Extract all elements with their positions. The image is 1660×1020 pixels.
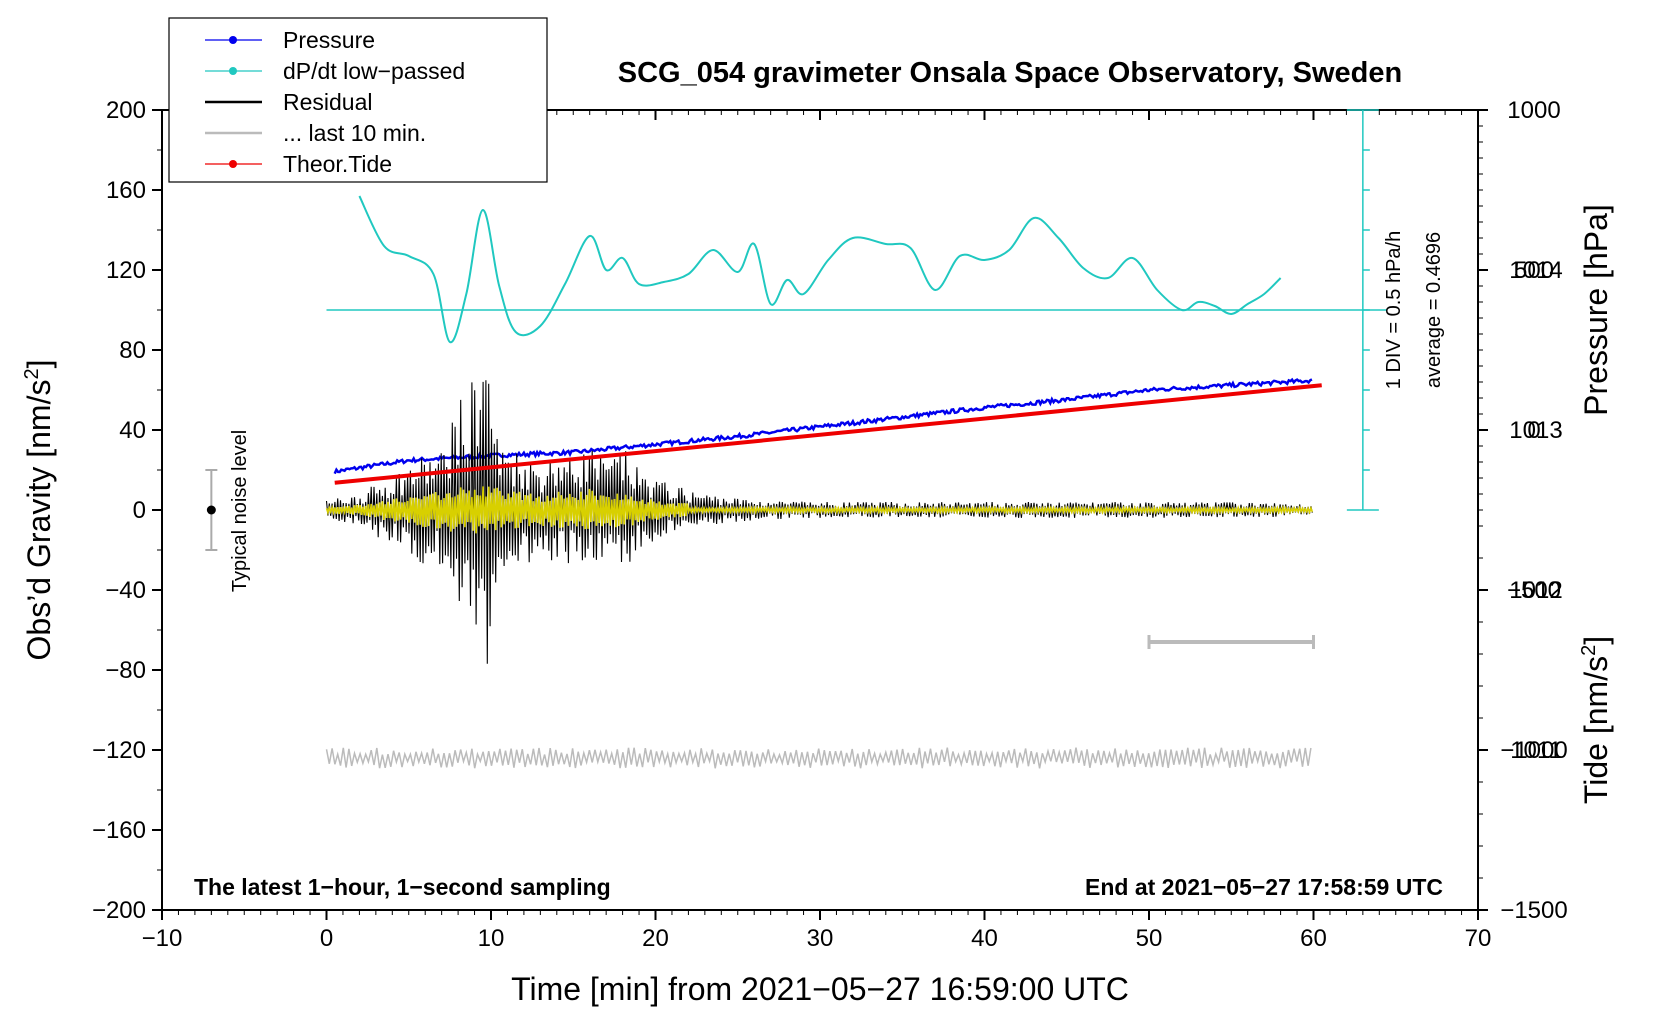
legend-marker bbox=[229, 36, 237, 44]
pressure-series bbox=[333, 377, 1313, 475]
y-tick-label: 0 bbox=[133, 497, 146, 524]
end-time-note: End at 2021−05−27 17:58:59 UTC bbox=[1085, 874, 1443, 900]
tide-tick-label: 0 bbox=[1527, 417, 1540, 444]
y-axis-label-tide: Tide [nm/s2] bbox=[1578, 636, 1614, 804]
tide-label-sup: 2 bbox=[1578, 645, 1600, 656]
dpdt-series bbox=[358, 195, 1282, 344]
x-axis-label: Time [min] from 2021−05−27 16:59:00 UTC bbox=[511, 971, 1129, 1007]
y-tick-label: 120 bbox=[106, 257, 146, 284]
noise-level-dot bbox=[206, 505, 216, 515]
tide-tick-label: −1000 bbox=[1500, 737, 1567, 764]
gravity-label-main: Obs’d Gravity [nm/s bbox=[21, 380, 57, 661]
last-10-min-series bbox=[325, 747, 1312, 769]
tide-tick-label: 1000 bbox=[1507, 97, 1560, 124]
y-axis-label-pressure: Pressure [hPa] bbox=[1578, 204, 1614, 416]
legend-marker bbox=[229, 160, 237, 168]
y-tick-label: −200 bbox=[92, 897, 146, 924]
gravity-label-sup: 2 bbox=[21, 368, 43, 379]
x-tick-label: 30 bbox=[807, 925, 834, 952]
legend-marker bbox=[229, 67, 237, 75]
pressure-tick-label: 1011 bbox=[1510, 737, 1562, 764]
sampling-note: The latest 1−hour, 1−second sampling bbox=[194, 874, 611, 900]
x-tick-label: 60 bbox=[1300, 925, 1327, 952]
y-tick-label: 200 bbox=[106, 97, 146, 124]
legend-label: dP/dt low−passed bbox=[283, 58, 465, 84]
tide-label-end: ] bbox=[1578, 636, 1614, 645]
y-tick-label: −80 bbox=[105, 657, 146, 684]
pressure-tick-label: 1014 bbox=[1509, 257, 1562, 284]
y-tick-label: 80 bbox=[119, 337, 146, 364]
y-axis-label-gravity: Obs’d Gravity [nm/s2] bbox=[21, 360, 57, 661]
gravity-label-end: ] bbox=[21, 360, 57, 369]
legend-box bbox=[168, 17, 548, 183]
chart-title: SCG_054 gravimeter Onsala Space Observat… bbox=[618, 57, 1402, 89]
tide-series bbox=[334, 383, 1322, 485]
legend-label: Theor.Tide bbox=[283, 151, 392, 177]
x-tick-label: 70 bbox=[1465, 925, 1492, 952]
x-tick-label: −10 bbox=[142, 925, 183, 952]
x-tick-label: 20 bbox=[642, 925, 669, 952]
x-tick-label: 40 bbox=[971, 925, 998, 952]
y-tick-label: 160 bbox=[106, 177, 146, 204]
series-layer bbox=[325, 195, 1322, 769]
pressure-tick-label: 1013 bbox=[1509, 417, 1562, 444]
y-tick-label: −40 bbox=[105, 577, 146, 604]
pressure-tick-label: 1012 bbox=[1509, 577, 1562, 604]
legend-label: Pressure bbox=[283, 27, 375, 53]
y-tick-label: −160 bbox=[92, 817, 146, 844]
x-tick-label: 0 bbox=[320, 925, 333, 952]
x-tick-label: 10 bbox=[478, 925, 505, 952]
x-tick-label: 50 bbox=[1136, 925, 1163, 952]
legend-label: ... last 10 min. bbox=[283, 120, 426, 146]
annotation-layer bbox=[205, 109, 1388, 649]
legend: Pressure dP/dt low−passed Residual ... last… bbox=[168, 17, 548, 183]
noise-level-label: Typical noise level bbox=[229, 430, 251, 592]
tide-tick-label: −500 bbox=[1507, 577, 1561, 604]
legend-label: Residual bbox=[283, 89, 373, 115]
y-tick-label: 40 bbox=[119, 417, 146, 444]
tide-label-main: Tide [nm/s bbox=[1578, 656, 1614, 804]
residual-filtered-series bbox=[325, 486, 1314, 534]
tide-tick-label: −1500 bbox=[1500, 897, 1567, 924]
average-label: average = 0.4696 bbox=[1423, 232, 1445, 388]
axis-ticks: −10 0 10 20 30 40 50 60 70 −200 −160 −120 −80 −40 0 40 8… bbox=[92, 97, 1568, 952]
div-scale-label: 1 DIV = 0.5 hPa/h bbox=[1383, 231, 1405, 389]
y-tick-label: −120 bbox=[92, 737, 146, 764]
tide-tick-label: 500 bbox=[1514, 257, 1554, 284]
